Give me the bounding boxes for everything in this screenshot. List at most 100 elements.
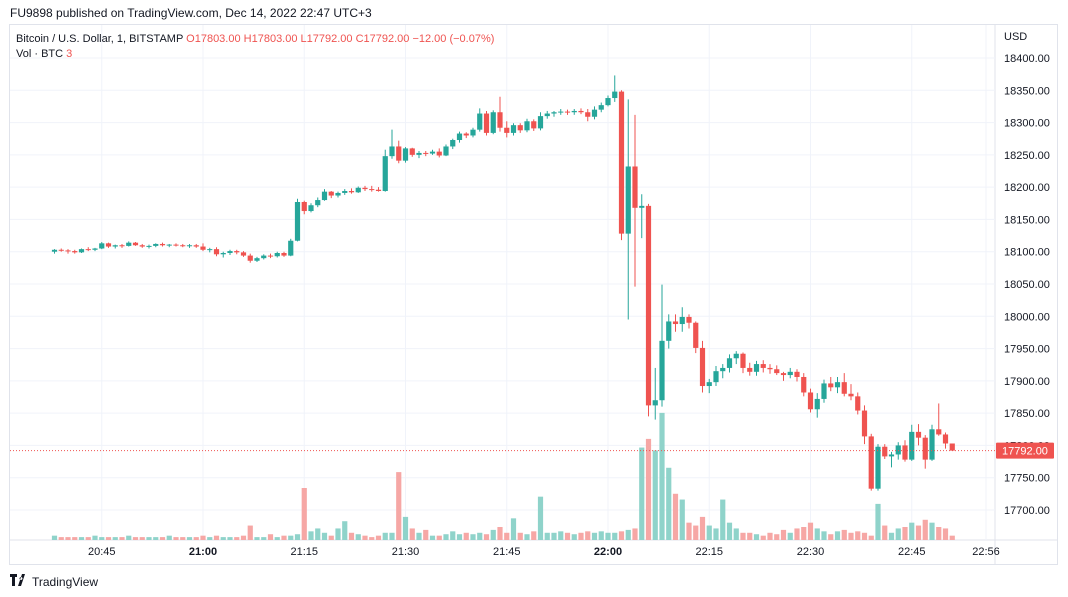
volume-legend: Vol · BTC 3: [16, 48, 72, 60]
volume-bar: [180, 537, 186, 540]
candle-body: [85, 249, 91, 251]
candle-body: [234, 251, 240, 253]
candle-body: [348, 191, 355, 193]
candle-body: [470, 129, 476, 136]
price-tick-label: 17700.00: [1004, 505, 1050, 517]
candle-body: [558, 111, 564, 113]
candle-body: [585, 112, 591, 117]
volume-bar: [281, 535, 287, 540]
volume-bar: [686, 522, 692, 540]
candle-body: [753, 364, 760, 372]
publisher-header: FU9898 published on TradingView.com, Dec…: [10, 6, 372, 20]
volume-bar: [58, 537, 64, 540]
volume-bar: [753, 534, 760, 540]
volume-bar: [706, 525, 712, 540]
volume-bar: [423, 529, 429, 540]
price-tick-label: 18000.00: [1004, 311, 1050, 323]
price-tick-label: 18100.00: [1004, 247, 1050, 259]
chart-frame: [9, 24, 1058, 565]
volume-bar: [618, 531, 625, 540]
volume-bar: [632, 528, 638, 540]
volume-bar: [254, 537, 260, 540]
volume-bar: [929, 522, 935, 540]
volume-bar: [213, 535, 220, 540]
volume-bar: [429, 535, 436, 540]
grid-lines: [10, 25, 1058, 565]
candle-body: [105, 243, 112, 247]
candles: [51, 75, 955, 491]
candle-body: [902, 445, 908, 460]
candle-body: [288, 240, 294, 256]
volume-bar: [85, 537, 91, 540]
candle-body: [915, 431, 922, 438]
candle-body: [321, 191, 328, 201]
candle-body: [65, 250, 71, 252]
candle-body: [463, 133, 469, 136]
candle-body: [861, 410, 868, 437]
candle-body: [828, 383, 834, 388]
candle-body: [78, 249, 85, 253]
volume-bar: [612, 532, 618, 540]
candle-body: [308, 205, 314, 212]
volume-bar: [693, 525, 699, 540]
volume-bar: [362, 535, 368, 540]
candle-body: [841, 382, 847, 394]
candle-body: [456, 133, 463, 141]
candle-body: [909, 431, 915, 460]
ohlc-values: O17803.00 H17803.00 L17792.00 C17792.00 …: [186, 33, 495, 45]
price-tick-label: 17750.00: [1004, 473, 1050, 485]
candle-body: [578, 110, 584, 113]
candle-body: [882, 446, 888, 457]
volume-bar: [92, 535, 98, 540]
candle-body: [436, 151, 442, 156]
volume-bar: [308, 531, 314, 540]
volume-bar: [355, 534, 361, 540]
symbol-legend: Bitcoin / U.S. Dollar, 1, BITSTAMP O1780…: [16, 33, 494, 45]
volume-bar: [301, 488, 307, 540]
volume-bar: [821, 531, 827, 540]
volume-value: 3: [66, 48, 73, 60]
candle-body: [146, 245, 152, 247]
time-axis: 20:45 21:00 21:15 21:30 21:45 22:00 22:15 22:30…: [88, 546, 1000, 558]
volume-bar: [544, 532, 550, 540]
volume-bar: [200, 535, 206, 540]
volume-bar: [443, 534, 449, 540]
volume-bar: [173, 537, 179, 540]
volume-bar: [234, 537, 240, 540]
candle-body: [369, 189, 375, 191]
candle-body: [598, 105, 604, 110]
price-tick-label: 17900.00: [1004, 376, 1050, 388]
volume-bar: [65, 537, 71, 540]
candle-body: [119, 245, 125, 247]
price-tick-label: 18350.00: [1004, 85, 1050, 97]
time-tick-label: 22:45: [898, 546, 926, 558]
volume-bar: [875, 503, 881, 540]
volume-bar: [537, 496, 544, 540]
volume-bar: [153, 537, 159, 540]
volume-bar: [186, 537, 193, 540]
volume-bar: [828, 534, 834, 540]
candle-body: [760, 364, 766, 368]
price-tick-label: 18400.00: [1004, 53, 1050, 65]
volume-bar: [247, 525, 253, 540]
volume-bar: [450, 531, 456, 540]
brand-name: TradingView: [32, 574, 99, 589]
volume-bar: [126, 535, 132, 540]
volume-bar: [780, 529, 787, 540]
volume-bar: [747, 532, 753, 540]
candle-body: [922, 437, 928, 460]
candle-body: [207, 249, 213, 251]
candle-body: [193, 245, 199, 247]
volume-bar: [159, 537, 166, 540]
candle-body: [544, 113, 550, 117]
volume-bar: [915, 525, 922, 540]
candle-body: [132, 242, 139, 246]
candle-body: [848, 393, 854, 397]
time-tick-label: 22:56: [972, 546, 1000, 558]
volume-bar: [942, 528, 949, 540]
footer-brand[interactable]: TradingView: [10, 574, 98, 589]
volume-bar: [267, 534, 274, 540]
volume-bar: [288, 535, 294, 540]
volume-bar: [396, 472, 402, 540]
